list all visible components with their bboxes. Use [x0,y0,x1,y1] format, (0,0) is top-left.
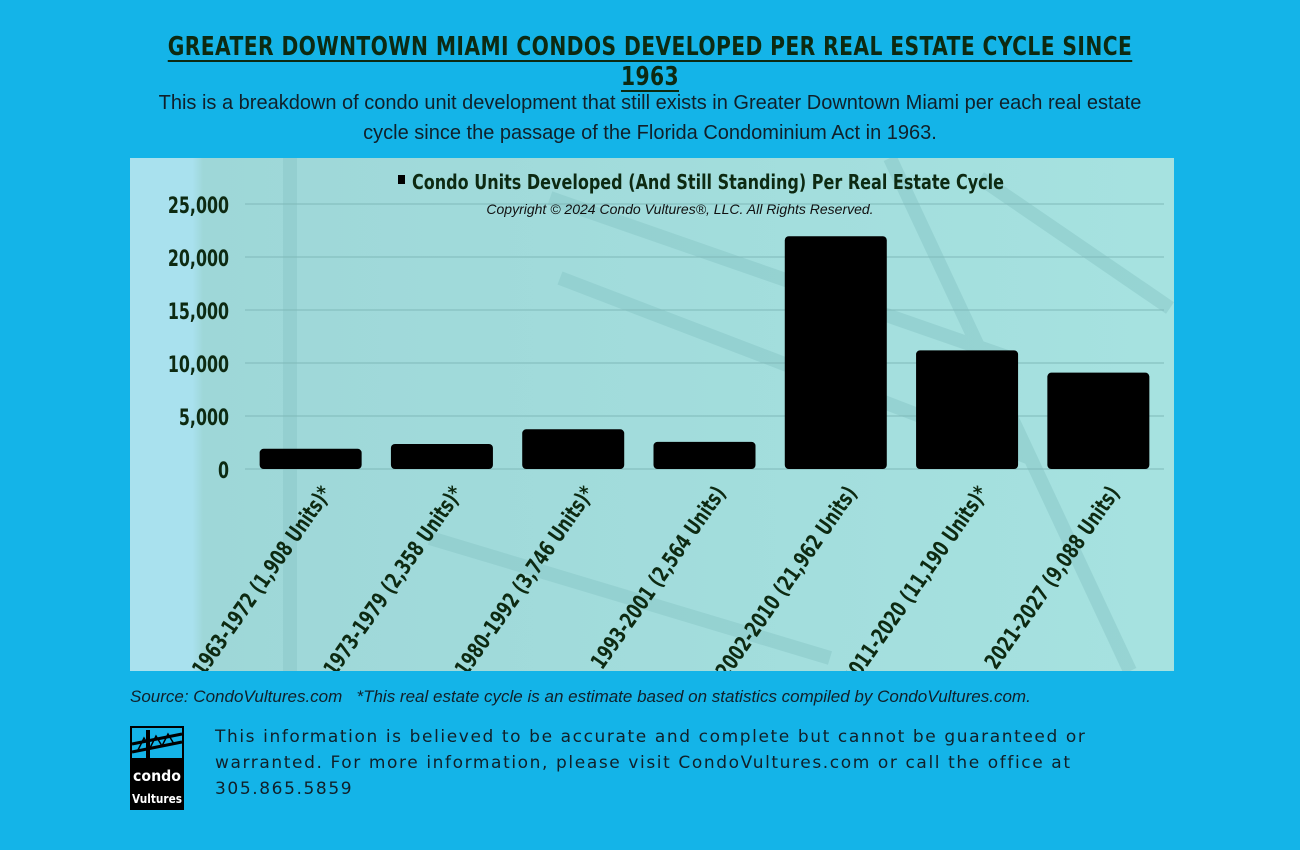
bar [522,429,625,469]
page-subtitle: This is a breakdown of condo unit develo… [158,92,1142,144]
source-note: Source: CondoVultures.com *This real est… [130,687,1031,706]
bar [784,236,887,469]
bar [916,350,1019,469]
y-tick-label: 25,000 [168,192,229,218]
bar [653,441,756,469]
bar [1047,372,1150,469]
y-tick-label: 0 [218,457,229,483]
chart-copyright: Copyright © 2024 Condo Vultures®, LLC. A… [486,201,873,217]
legend: Condo Units Developed (And Still Standin… [398,170,1004,194]
disclaimer-text: This information is believed to be accur… [215,727,1087,799]
y-axis-ticks: 0 5,000 10,000 15,000 20,000 25,000 [168,192,229,483]
legend-label: Condo Units Developed (And Still Standin… [412,170,1004,194]
legend-swatch [398,175,405,184]
y-tick-label: 15,000 [168,298,229,324]
logo-text-condo: condo [133,767,181,785]
bar [259,448,362,469]
condo-vultures-logo: condo Vultures [130,726,184,810]
chart-panel: 0 5,000 10,000 15,000 20,000 25,000 1963-1972… [130,158,1174,671]
y-tick-label: 5,000 [179,404,229,430]
logo-text-vultures: Vultures [132,792,182,806]
page-title: GREATER DOWNTOWN MIAMI CONDOS DEVELOPED … [167,32,1133,92]
y-tick-label: 10,000 [168,351,229,377]
bars [259,236,1150,469]
bar [390,444,493,469]
y-tick-label: 20,000 [168,245,229,271]
